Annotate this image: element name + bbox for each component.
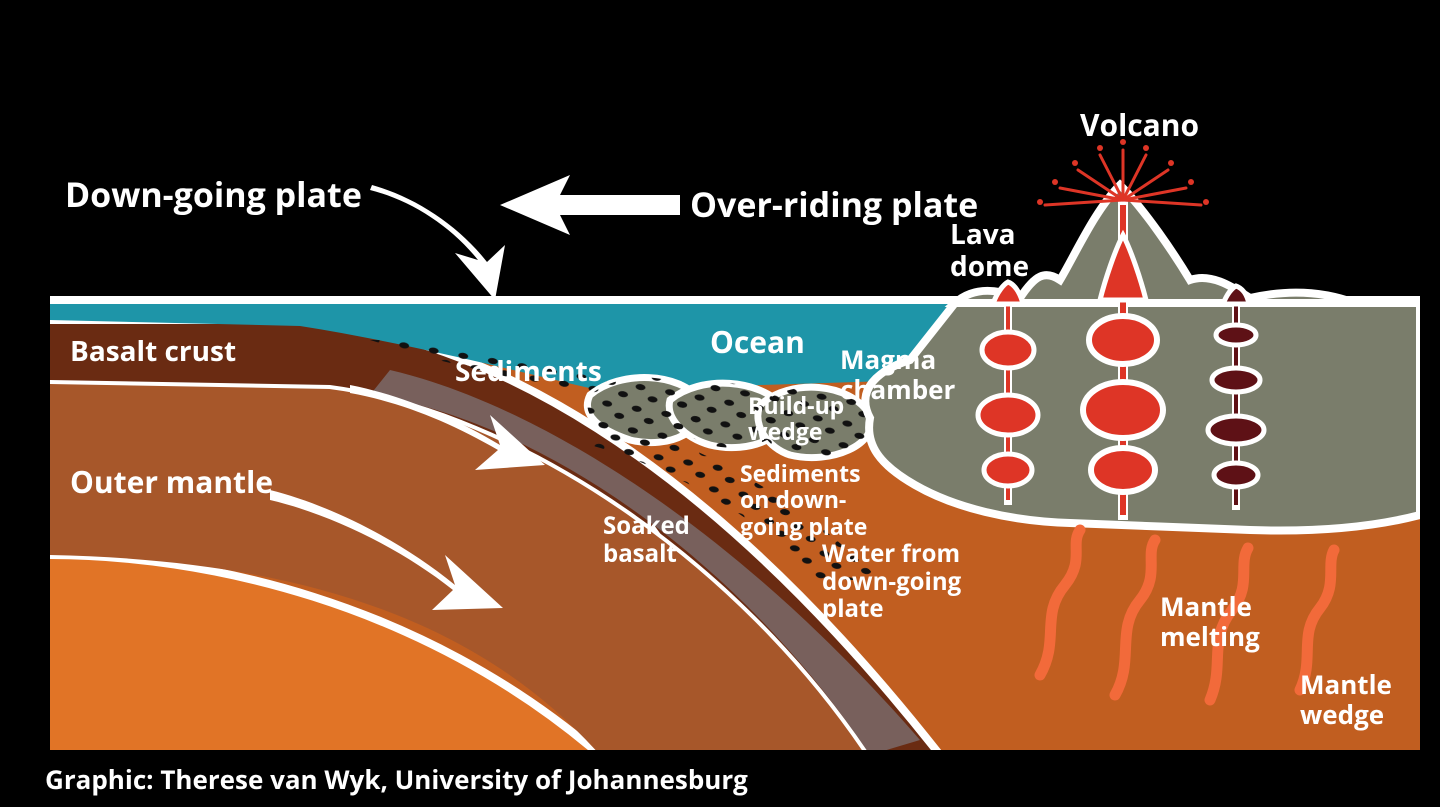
- label-outer-mantle: Outer mantle: [70, 465, 273, 500]
- label-build-up-wedge: Build-up wedge: [748, 392, 844, 445]
- label-sediments-on-plate: Sediments on down- going plate: [740, 460, 867, 539]
- diagram-svg: [0, 0, 1440, 807]
- label-volcano: Volcano: [1080, 108, 1199, 143]
- subduction-diagram: Down-going plate Over-riding plate Volca…: [0, 0, 1440, 807]
- label-water-from-plate: Water from down-going plate: [822, 540, 961, 623]
- label-soaked-basalt: Soaked basalt: [603, 512, 690, 567]
- label-down-going-plate: Down-going plate: [65, 175, 362, 214]
- label-mantle-wedge: Mantle wedge: [1300, 670, 1392, 730]
- label-mantle-melting: Mantle melting: [1160, 592, 1260, 652]
- label-lava-dome: Lava dome: [950, 218, 1029, 282]
- label-over-riding-plate: Over-riding plate: [690, 185, 978, 224]
- label-magma-chamber: Magma chamber: [840, 345, 955, 405]
- label-basalt-crust: Basalt crust: [70, 335, 236, 367]
- label-ocean: Ocean: [710, 325, 805, 360]
- label-sediments: Sediments: [455, 355, 602, 387]
- credit-text: Graphic: Therese van Wyk, University of …: [45, 765, 748, 795]
